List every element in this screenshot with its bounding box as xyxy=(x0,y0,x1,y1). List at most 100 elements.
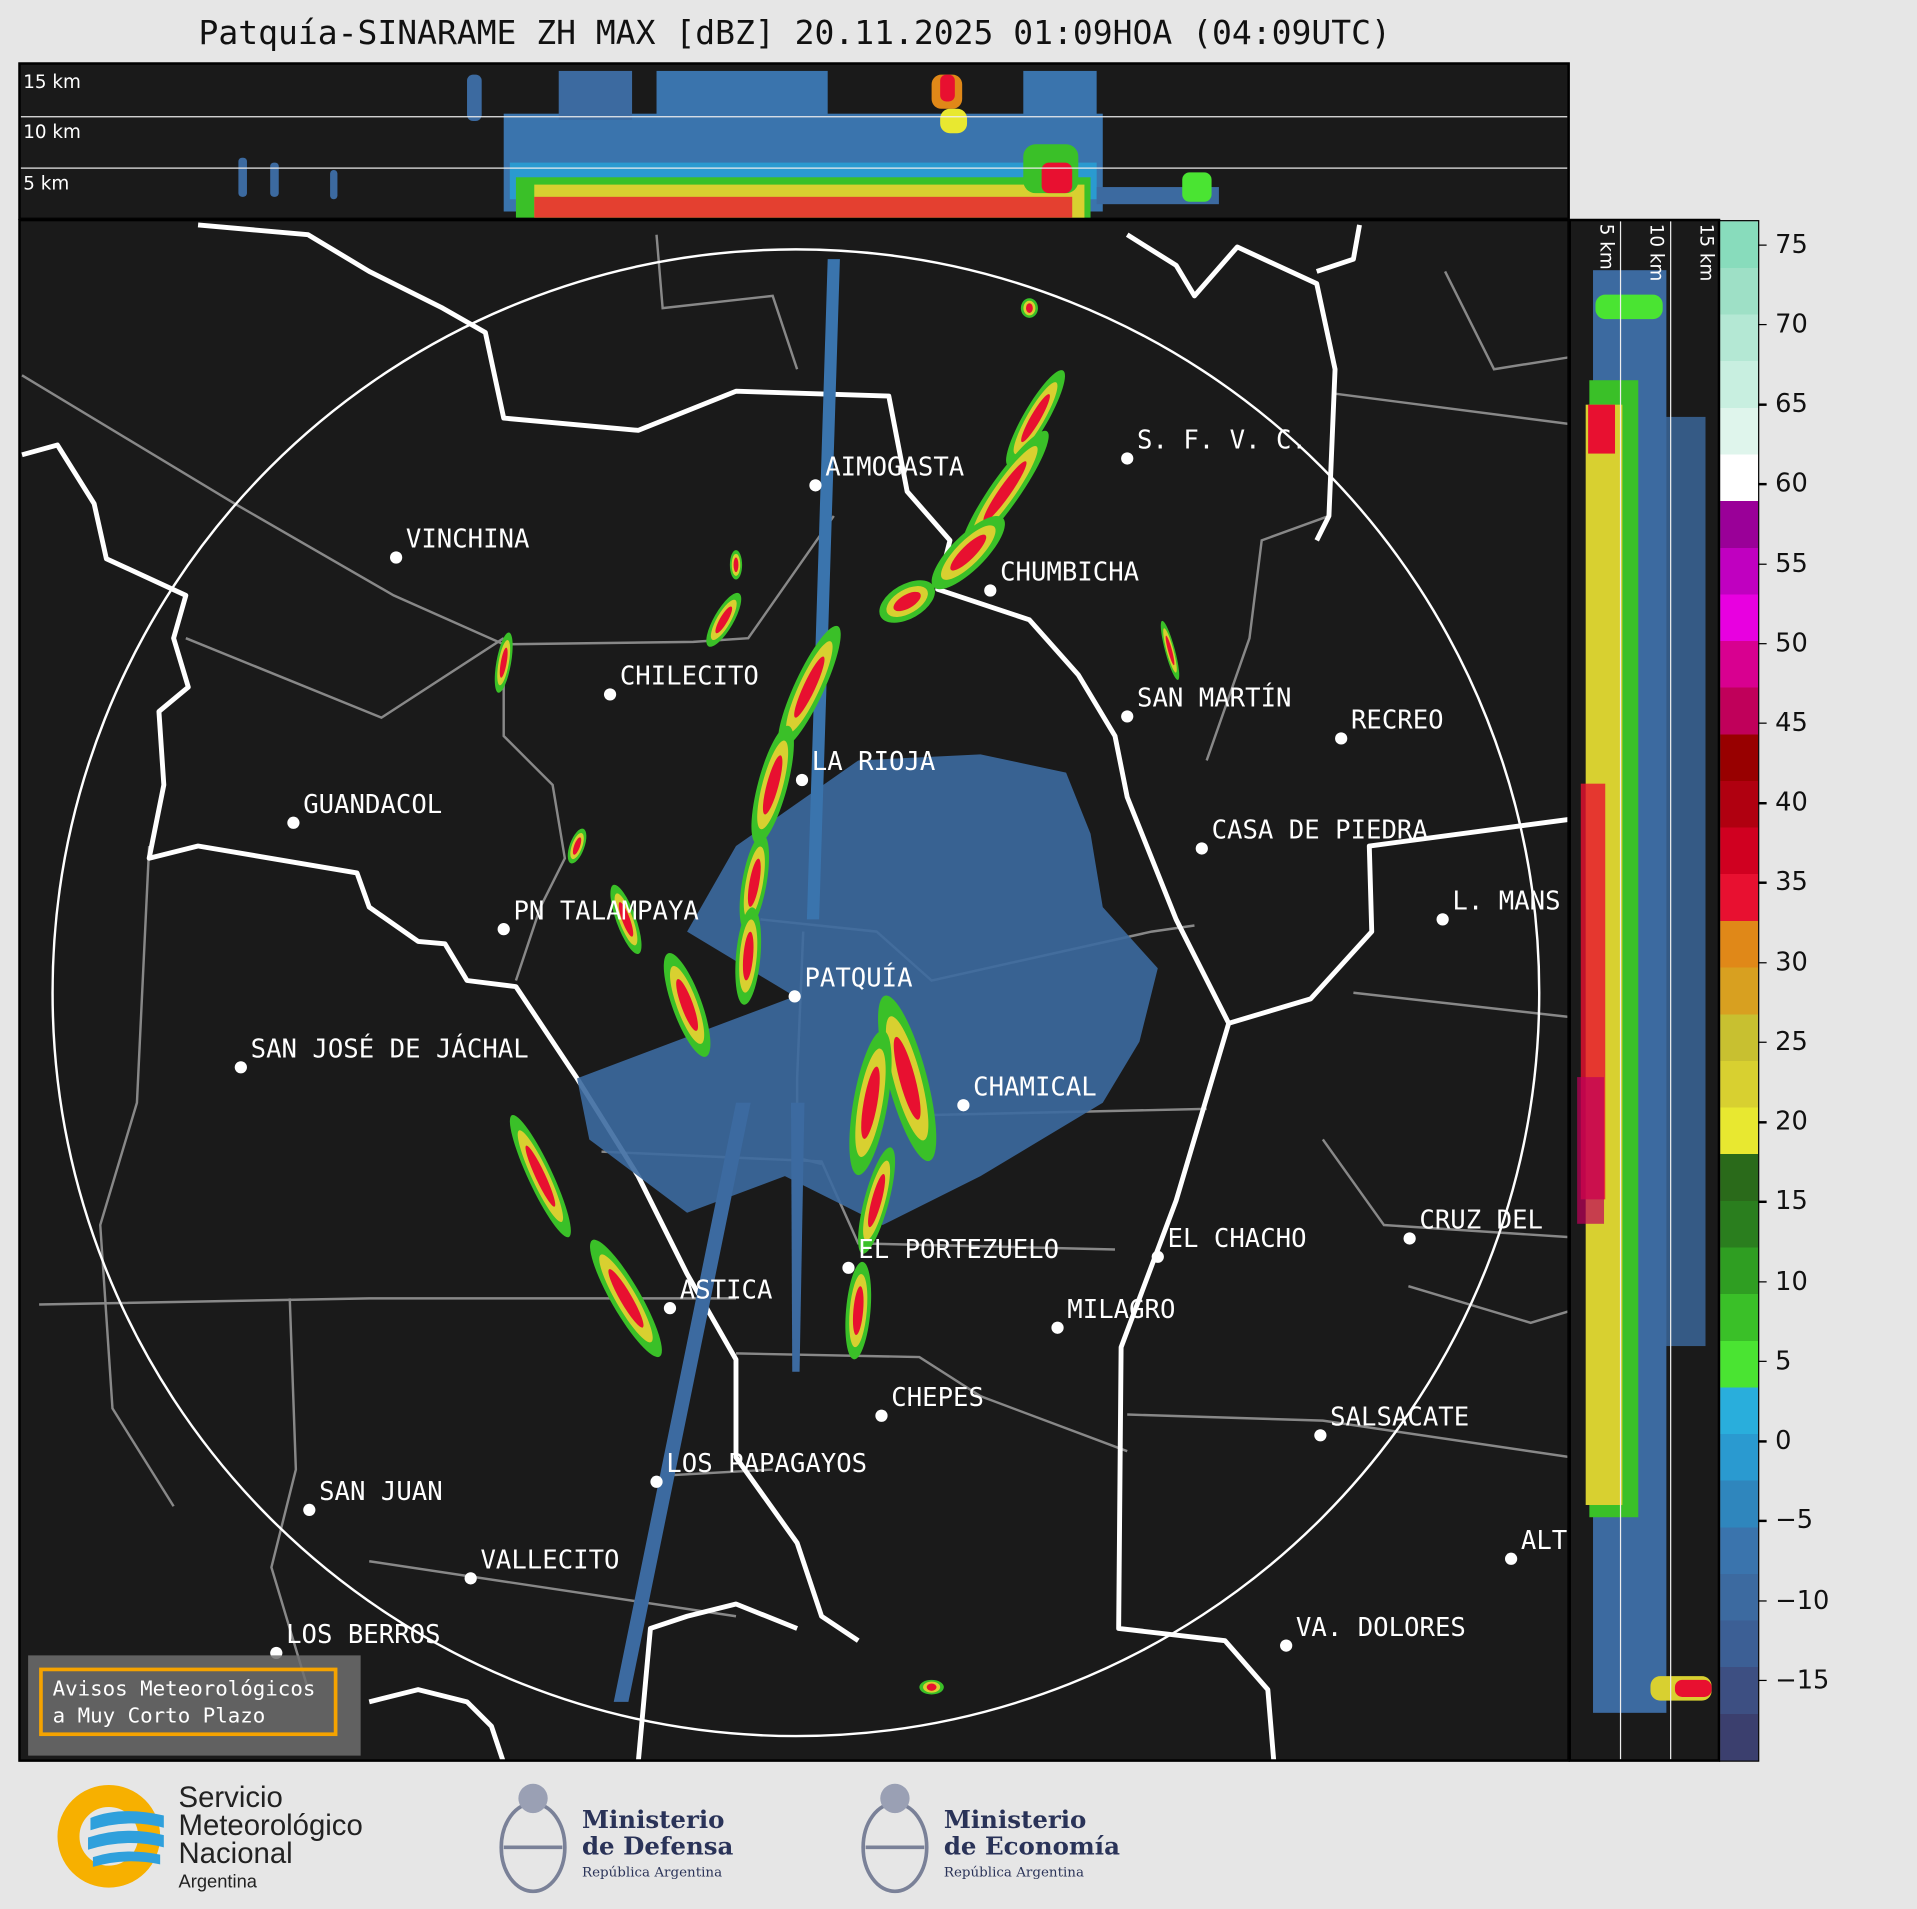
echo-spike-north xyxy=(806,259,840,920)
city-marker[interactable]: S. F. V. C. xyxy=(1121,426,1307,465)
colorbar-tick xyxy=(1758,802,1767,805)
city-label: MILAGRO xyxy=(1067,1295,1175,1325)
vertical-profile-top-panel: 15 km 10 km 5 km xyxy=(18,62,1570,221)
city-marker[interactable]: VA. DOLORES xyxy=(1280,1613,1466,1652)
echo-cell xyxy=(983,461,1027,522)
city-label: SAN MARTÍN xyxy=(1137,682,1291,714)
city-markers: AIMOGASTA S. F. V. C. VINCHINA CHUMBICHA CHI… xyxy=(234,426,1567,1660)
city-marker[interactable]: AIMOGASTA xyxy=(809,453,964,492)
smn-line3: Nacional xyxy=(178,1837,293,1871)
city-marker[interactable]: VINCHINA xyxy=(390,525,529,564)
colorbar-tick-label: 10 xyxy=(1775,1266,1808,1296)
city-dot-icon xyxy=(303,1503,316,1516)
smn-line4: Argentina xyxy=(178,1871,258,1893)
echo-cell xyxy=(572,837,582,855)
city-marker[interactable]: RECREO xyxy=(1335,706,1444,745)
city-label: SALSACATE xyxy=(1330,1403,1469,1433)
city-marker[interactable]: LA RIOJA xyxy=(795,747,935,787)
city-label: GUANDACOL xyxy=(303,790,442,820)
city-label: ASTICA xyxy=(680,1275,773,1305)
colorbar-tick xyxy=(1758,323,1767,326)
label-10km-vertical: 10 km xyxy=(1645,223,1668,282)
10km-line xyxy=(20,116,1568,118)
city-marker[interactable]: CRUZ DEL xyxy=(1403,1206,1543,1245)
city-dot-icon xyxy=(464,1572,477,1585)
city-marker[interactable]: VALLECITO xyxy=(464,1546,620,1585)
colorbar-tick xyxy=(1758,642,1767,645)
city-label: CHEPES xyxy=(891,1383,984,1413)
range-ring xyxy=(51,248,1541,1738)
city-dot-icon xyxy=(650,1475,663,1488)
colorbar-tick xyxy=(1758,1679,1767,1682)
colorbar-tick xyxy=(1758,1520,1767,1522)
echo-cell xyxy=(742,931,754,981)
echo-spike-south xyxy=(791,1102,805,1372)
city-label: LOS PAPAGAYOS xyxy=(666,1449,867,1479)
echo-cell xyxy=(950,534,987,571)
city-marker[interactable]: CHEPES xyxy=(875,1383,984,1422)
city-marker[interactable]: SAN JOSÉ DE JÁCHAL xyxy=(234,1033,529,1074)
city-marker[interactable]: CHUMBICHA xyxy=(984,558,1139,597)
city-dot-icon xyxy=(1335,732,1348,745)
city-dot-icon xyxy=(957,1099,970,1112)
city-marker[interactable]: SAN MARTÍN xyxy=(1121,682,1291,723)
avisos-badge[interactable]: Avisos Meteorológicos a Muy Corto Plazo xyxy=(28,1655,361,1756)
city-dot-icon xyxy=(1121,710,1134,723)
city-dot-icon xyxy=(1504,1552,1518,1565)
city-marker[interactable]: L. MANS xyxy=(1436,887,1561,926)
echo-cell xyxy=(499,647,508,678)
city-dot-icon xyxy=(390,551,403,564)
city-label: CASA DE PIEDRA xyxy=(1212,816,1428,846)
city-label: CRUZ DEL xyxy=(1419,1206,1543,1236)
city-marker[interactable]: PATQUÍA xyxy=(788,962,913,1003)
echo-cell xyxy=(926,1683,937,1691)
city-label: LOS BERROS xyxy=(286,1620,440,1650)
city-label: RECREO xyxy=(1351,706,1444,736)
city-dot-icon xyxy=(788,990,801,1003)
city-marker[interactable]: EL CHACHO xyxy=(1151,1224,1307,1263)
city-marker[interactable]: MILAGRO xyxy=(1051,1295,1175,1334)
city-marker[interactable]: CHILECITO xyxy=(603,662,759,701)
avisos-line1: Avisos Meteorológicos xyxy=(52,1677,316,1702)
city-marker[interactable]: SAN JUAN xyxy=(303,1477,443,1516)
map-canvas[interactable]: AIMOGASTA S. F. V. C. VINCHINA CHUMBICHA CHI… xyxy=(21,221,1570,1761)
city-dot-icon xyxy=(875,1409,888,1422)
echo-cell xyxy=(861,1066,880,1139)
colorbar-tick-label: −15 xyxy=(1775,1664,1830,1695)
city-label: AIMOGASTA xyxy=(825,453,964,483)
city-marker[interactable]: PN TALAMPAYA xyxy=(497,896,699,936)
colorbar-tick xyxy=(1758,243,1767,246)
radar-map[interactable]: AIMOGASTA S. F. V. C. VINCHINA CHUMBICHA CHI… xyxy=(18,218,1570,1762)
5km-line xyxy=(20,167,1568,169)
colorbar-tick xyxy=(1758,1360,1767,1363)
city-marker[interactable]: CASA DE PIEDRA xyxy=(1195,816,1428,855)
city-marker[interactable]: GUANDACOL xyxy=(287,790,442,829)
colorbar-tick xyxy=(1758,1440,1767,1443)
city-dot-icon xyxy=(1151,1250,1164,1263)
city-marker[interactable]: SALSACATE xyxy=(1314,1403,1469,1442)
city-dot-icon xyxy=(842,1261,855,1274)
city-label: CHILECITO xyxy=(620,662,759,692)
city-marker[interactable]: ASTICA xyxy=(663,1275,773,1315)
avisos-line2: a Muy Corto Plazo xyxy=(52,1704,266,1729)
city-label: EL PORTEZUELO xyxy=(858,1235,1059,1265)
smn-logo-icon xyxy=(57,1784,164,1888)
top-profile-echoes xyxy=(238,70,1219,218)
colorbar-tick-label: 20 xyxy=(1775,1106,1808,1136)
colorbar-tick-label: 5 xyxy=(1775,1345,1792,1376)
city-dot-icon xyxy=(1436,913,1449,926)
smn-line1: Servicio xyxy=(178,1781,283,1815)
city-marker[interactable]: LOS PAPAGAYOS xyxy=(650,1449,867,1488)
city-marker[interactable]: LOS BERROS xyxy=(270,1620,441,1660)
label-15km-vertical: 15 km xyxy=(1695,223,1718,282)
echo-cell xyxy=(1025,303,1033,313)
echo-cell xyxy=(608,1269,644,1328)
colorbar-tick-label: 60 xyxy=(1775,468,1808,498)
dbz-colorbar xyxy=(1718,220,1760,1762)
echo-cell xyxy=(893,591,921,612)
colorbar-tick-label: 50 xyxy=(1775,628,1808,658)
city-marker[interactable]: CHAMICAL xyxy=(957,1072,1097,1112)
colorbar-tick-label: −5 xyxy=(1775,1505,1814,1535)
city-marker[interactable]: ALT xyxy=(1504,1526,1567,1565)
city-marker[interactable]: EL PORTEZUELO xyxy=(842,1235,1059,1274)
